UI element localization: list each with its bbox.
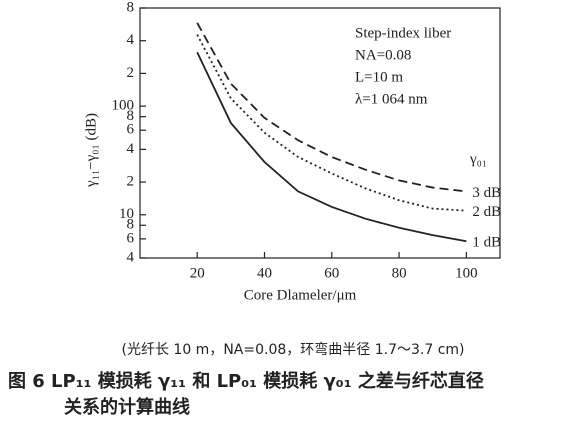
x-tick-label: 80 <box>392 265 407 281</box>
x-tick-label: 40 <box>257 265 272 281</box>
y-tick-label: 6 <box>127 122 135 138</box>
y-tick-label: 100 <box>112 98 135 114</box>
caption-title: 关系的计算曲线 <box>64 396 190 418</box>
y-tick-label: 8 <box>127 217 135 233</box>
series-line <box>196 22 467 193</box>
y-tick-label: 6 <box>127 230 135 246</box>
y-tick-label: 4 <box>127 249 135 265</box>
series-label: 2 dB <box>472 204 501 220</box>
y-tick-label: 2 <box>127 65 135 81</box>
y-tick-label: 4 <box>127 141 135 157</box>
annotation: L=10 m <box>355 69 403 85</box>
y-tick-label: 4 <box>127 32 135 48</box>
y-tick-label: 8 <box>127 108 135 124</box>
y-axis-label: γ₁₁−γ₀₁ (dB) <box>83 113 99 188</box>
x-tick-label: 100 <box>455 265 478 281</box>
y-tick-label: 8 <box>127 0 135 15</box>
x-tick-label: 20 <box>190 265 205 281</box>
caption-title: 图 6 LP₁₁ 模损耗 γ₁₁ 和 LP₀₁ 模损耗 γ₀₁ 之差与纤芯直径 <box>8 370 484 392</box>
caption-note: (光纤长 10 m，NA=0.08，环弯曲半径 1.7～3.7 cm) <box>122 341 465 358</box>
plot-frame <box>139 7 501 259</box>
annotation: NA=0.08 <box>355 47 411 63</box>
series-label: 3 dB <box>472 185 501 201</box>
series-line <box>196 51 467 243</box>
legend-title: γ₀₁ <box>469 151 487 167</box>
series-label: 1 dB <box>472 235 501 251</box>
y-tick-label: 10 <box>119 206 134 222</box>
annotation: λ=1 064 nm <box>355 91 428 107</box>
x-axis-label: Core Dlameler/μm <box>244 287 357 303</box>
series-line <box>196 34 467 212</box>
annotation: Step-index liber <box>355 25 451 41</box>
x-tick-label: 60 <box>324 265 339 281</box>
y-tick-label: 2 <box>127 173 135 189</box>
